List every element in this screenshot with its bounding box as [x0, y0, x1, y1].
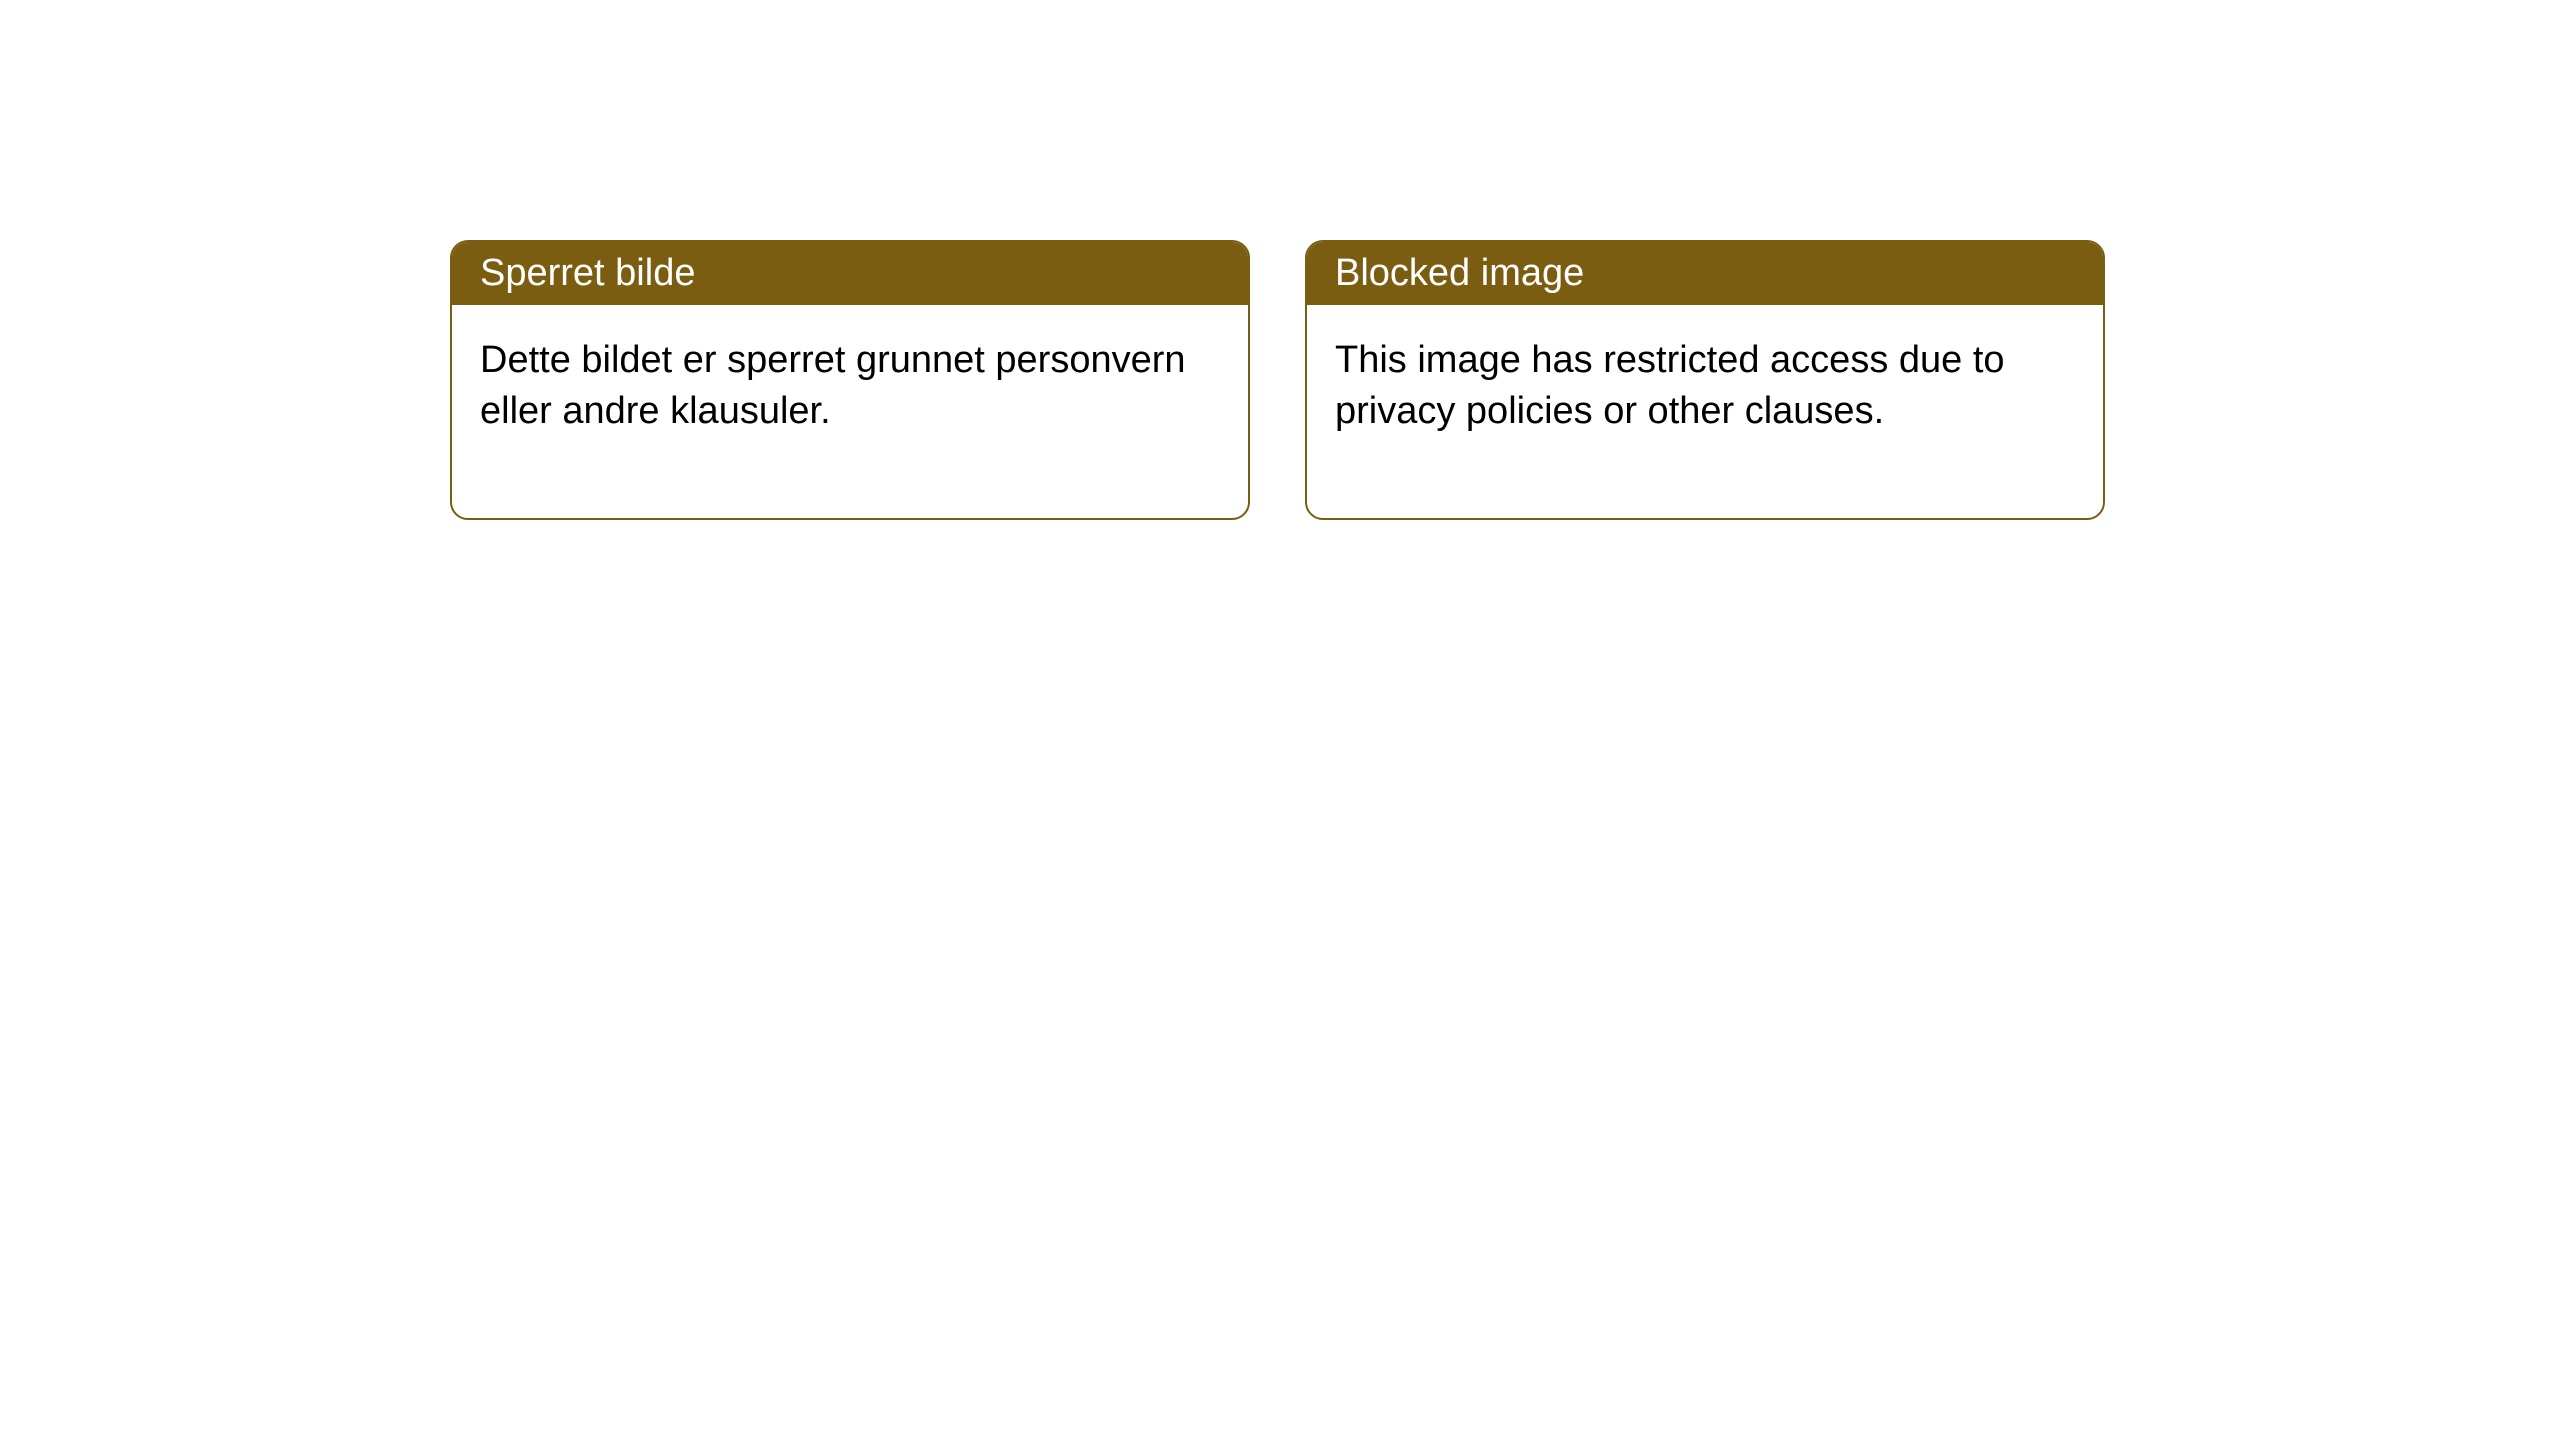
notice-title-english: Blocked image — [1307, 242, 2103, 305]
notice-card-english: Blocked image This image has restricted … — [1305, 240, 2105, 520]
notice-body-english: This image has restricted access due to … — [1307, 305, 2103, 518]
notice-body-norwegian: Dette bildet er sperret grunnet personve… — [452, 305, 1248, 518]
notice-container: Sperret bilde Dette bildet er sperret gr… — [0, 0, 2560, 520]
notice-title-norwegian: Sperret bilde — [452, 242, 1248, 305]
notice-card-norwegian: Sperret bilde Dette bildet er sperret gr… — [450, 240, 1250, 520]
